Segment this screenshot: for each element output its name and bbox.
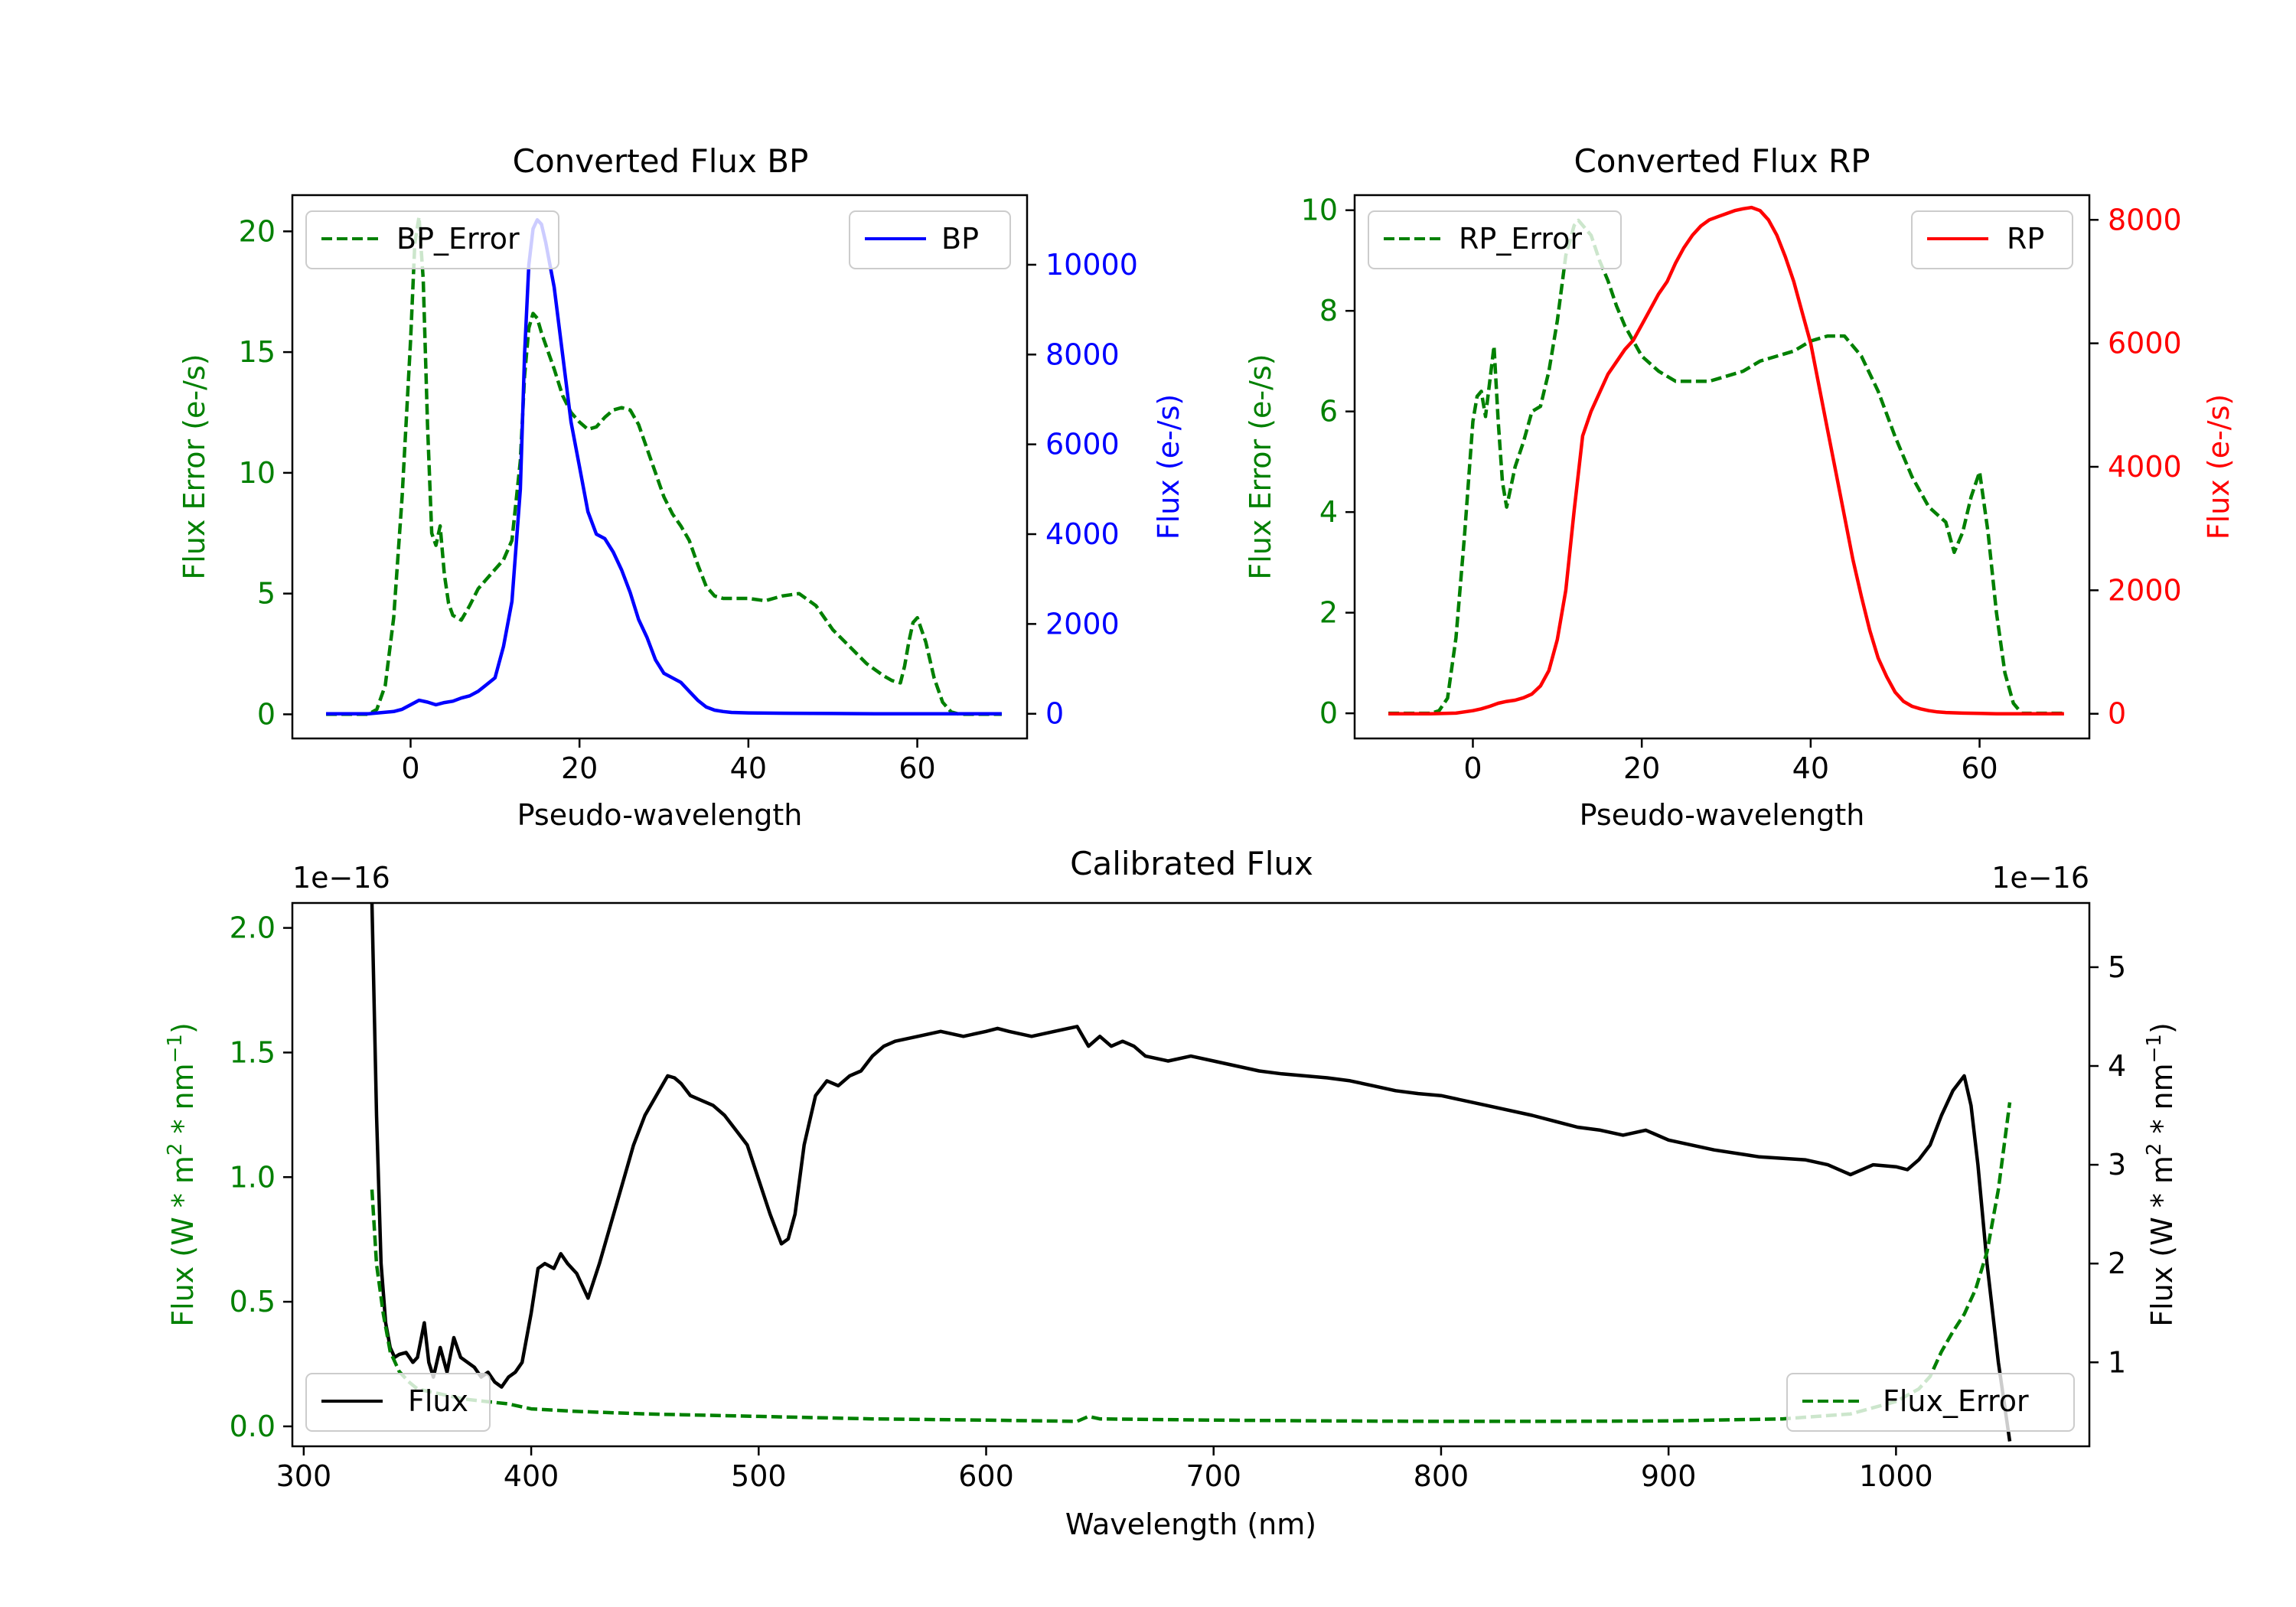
cal-right-tick-label: 5 — [2108, 950, 2126, 984]
rp-series-rp — [1388, 205, 2064, 715]
cal-legend-error[interactable]: Flux_Error — [1786, 1373, 2075, 1432]
rp-right-tick-label: 0 — [2108, 697, 2126, 731]
cal-x-label: Wavelength (nm) — [1065, 1508, 1316, 1541]
bp-right-tick-label: 0 — [1045, 697, 1064, 731]
bp-right-tick-label: 10000 — [1045, 248, 1138, 282]
cal-series-flux — [370, 902, 2012, 1442]
rp-x-tick-label: 20 — [1623, 751, 1660, 785]
rp-left-tick-label: 2 — [1319, 596, 1338, 630]
cal-x-tick-label: 1000 — [1859, 1459, 1933, 1493]
rp-left-tick-label: 10 — [1301, 194, 1338, 227]
rp-right-ticks: 0 2000 4000 6000 8000 — [2089, 203, 2182, 731]
bp-x-ticks: 0 20 40 60 — [401, 738, 936, 785]
rp-right-tick-label: 2000 — [2108, 573, 2182, 607]
rp-right-tick-label: 8000 — [2108, 203, 2182, 236]
cal-left-tick-label: 1.5 — [230, 1035, 276, 1069]
rp-x-tick-label: 0 — [1463, 751, 1482, 785]
cal-right-y-label: Flux (W * m2 * nm−1) — [2143, 1022, 2179, 1327]
cal-plot-frame — [291, 901, 2091, 1448]
cal-x-ticks: 300 400 500 600 700 800 900 1000 — [276, 1446, 1933, 1493]
rp-legend-error-label: RP_Error — [1459, 222, 1582, 256]
cal-legend-flux-label: Flux — [408, 1384, 468, 1418]
cal-x-tick-label: 700 — [1186, 1459, 1241, 1493]
rp-x-tick-label: 60 — [1961, 751, 1998, 785]
cal-series-flux-error — [370, 1102, 2012, 1423]
rp-left-y-label: Flux Error (e-/s) — [1244, 354, 1277, 579]
cal-legend-error-label: Flux_Error — [1883, 1384, 2029, 1418]
panel-rp: Converted Flux RP 0 20 40 60 0 2 4 6 8 10 0 2000 4… — [1244, 142, 2236, 832]
bp-right-tick-label: 6000 — [1045, 428, 1120, 461]
cal-right-tick-label: 3 — [2108, 1148, 2126, 1182]
rp-left-tick-label: 0 — [1319, 696, 1338, 730]
bp-series-bp-error — [326, 215, 1002, 716]
cal-x-tick-label: 900 — [1641, 1459, 1697, 1493]
bp-x-label: Pseudo-wavelength — [517, 798, 803, 832]
cal-left-ticks: 0.0 0.5 1.0 1.5 2.0 — [230, 911, 292, 1443]
panel-cal: Calibrated Flux 1e−16 1e−16 300 400 500 600… — [164, 845, 2179, 1541]
cal-x-tick-label: 600 — [958, 1459, 1014, 1493]
bp-left-tick-label: 15 — [239, 335, 276, 369]
rp-series-layer — [1388, 205, 2064, 715]
cal-title: Calibrated Flux — [1070, 845, 1313, 882]
rp-right-tick-label: 6000 — [2108, 327, 2182, 360]
cal-left-tick-label: 2.0 — [230, 911, 276, 945]
bp-x-tick-label: 60 — [899, 751, 935, 785]
rp-left-tick-label: 6 — [1319, 395, 1338, 429]
bp-right-tick-label: 8000 — [1045, 337, 1120, 371]
rp-x-ticks: 0 20 40 60 — [1463, 738, 1998, 785]
bp-right-ticks: 0 2000 4000 6000 8000 10000 — [1027, 248, 1138, 731]
bp-series-layer — [326, 215, 1002, 716]
cal-right-tick-label: 2 — [2108, 1247, 2126, 1280]
cal-right-offset: 1e−16 — [1991, 861, 2089, 895]
rp-left-tick-label: 4 — [1319, 495, 1338, 529]
bp-plot-frame — [291, 194, 1029, 740]
cal-x-tick-label: 800 — [1414, 1459, 1469, 1493]
cal-right-tick-label: 1 — [2108, 1345, 2126, 1379]
rp-title: Converted Flux RP — [1574, 142, 1870, 180]
cal-left-tick-label: 0.0 — [230, 1410, 276, 1443]
bp-right-y-label: Flux (e-/s) — [1152, 394, 1186, 539]
bp-legend-error-label: BP_Error — [396, 222, 520, 256]
bp-left-ticks: 0 5 10 15 20 — [239, 214, 292, 731]
rp-right-tick-label: 4000 — [2108, 450, 2182, 484]
rp-left-tick-label: 8 — [1319, 294, 1338, 328]
cal-x-tick-label: 500 — [731, 1459, 787, 1493]
panel-bp: Converted Flux BP 0 20 40 60 0 5 10 15 20 0 2000… — [178, 142, 1186, 832]
bp-x-tick-label: 0 — [401, 751, 419, 785]
rp-legend-flux-label: RP — [2007, 222, 2044, 256]
bp-left-tick-label: 5 — [257, 577, 276, 611]
cal-right-ticks: 1 2 3 4 5 — [2089, 950, 2126, 1379]
rp-x-tick-label: 40 — [1792, 751, 1829, 785]
rp-legend-error[interactable]: RP_Error — [1368, 210, 1622, 269]
rp-right-y-label: Flux (e-/s) — [2202, 394, 2236, 539]
bp-x-tick-label: 20 — [561, 751, 598, 785]
bp-right-tick-label: 4000 — [1045, 517, 1120, 551]
bp-left-tick-label: 10 — [239, 456, 276, 490]
bp-left-y-label: Flux Error (e-/s) — [178, 354, 211, 579]
bp-right-tick-label: 2000 — [1045, 607, 1120, 641]
rp-legend-flux[interactable]: RP — [1911, 210, 2073, 269]
rp-x-label: Pseudo-wavelength — [1580, 798, 1865, 832]
cal-left-y-label: Flux (W * m2 * nm−1) — [164, 1022, 200, 1327]
cal-x-tick-label: 300 — [276, 1459, 332, 1493]
cal-right-tick-label: 4 — [2108, 1049, 2126, 1083]
bp-legend-flux[interactable]: BP — [849, 210, 1011, 269]
cal-series-layer — [370, 902, 2012, 1442]
rp-series-rp-error — [1388, 218, 2064, 715]
cal-left-tick-label: 0.5 — [230, 1285, 276, 1319]
cal-x-tick-label: 400 — [504, 1459, 559, 1493]
cal-left-offset: 1e−16 — [292, 861, 390, 895]
bp-title: Converted Flux BP — [513, 142, 809, 180]
bp-left-tick-label: 20 — [239, 214, 276, 248]
bp-x-tick-label: 40 — [730, 751, 767, 785]
rp-plot-frame — [1353, 194, 2091, 740]
bp-legend-flux-label: BP — [941, 222, 979, 256]
bp-series-bp — [326, 218, 1002, 715]
rp-left-ticks: 0 2 4 6 8 10 — [1301, 194, 1355, 730]
bp-left-tick-label: 0 — [257, 697, 276, 731]
cal-legend-flux[interactable]: Flux — [305, 1373, 491, 1432]
cal-left-tick-label: 1.0 — [230, 1160, 276, 1194]
bp-legend-error[interactable]: BP_Error — [305, 210, 559, 269]
